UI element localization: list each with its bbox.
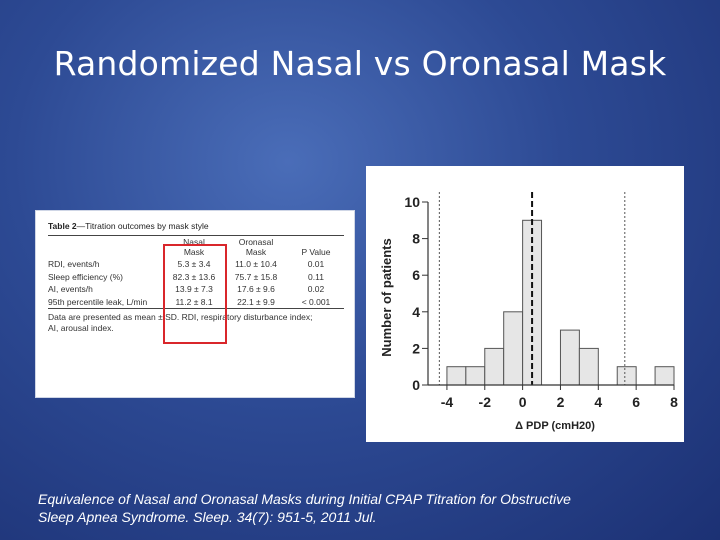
header-oronasal: Oronasal Mask — [238, 237, 274, 257]
oronasal-value: 17.6 ± 9.6 — [237, 284, 275, 294]
citation-line-2: Sleep Apnea Syndrome. Sleep. 34(7): 951-… — [38, 509, 377, 525]
x-tick-label: 2 — [557, 394, 565, 410]
x-tick-label: -4 — [441, 394, 454, 410]
table-row: Sleep efficiency (%) 82.3 ± 13.6 75.7 ± … — [48, 271, 344, 284]
p-value: 0.02 — [307, 284, 325, 294]
histogram-bar — [446, 366, 467, 386]
y-tick-label: 8 — [412, 231, 420, 247]
x-tick-label: 0 — [519, 394, 527, 410]
table-caption-rest: —Titration outcomes by mask style — [76, 221, 209, 231]
table-header-row: Nasal Mask Oronasal Mask P Value — [48, 236, 344, 258]
row-label: Sleep efficiency (%) — [48, 271, 123, 282]
table-row: 95th percentile leak, L/min 11.2 ± 8.1 2… — [48, 296, 344, 309]
outcomes-grid: Nasal Mask Oronasal Mask P Value RDI, even… — [48, 236, 344, 308]
table-bottom-rule — [48, 308, 344, 309]
oronasal-value: 75.7 ± 15.8 — [234, 271, 278, 282]
row-label: AI, events/h — [48, 284, 93, 294]
histogram-card: 0 2 4 6 8 10 -4 -2 0 2 4 6 8 Δ PDP (cmH20) Number of p… — [366, 166, 684, 442]
y-axis-label: Number of patients — [379, 238, 394, 356]
header-nasal: Nasal Mask — [183, 237, 205, 257]
nasal-value: 5.3 ± 3.4 — [177, 259, 211, 269]
table-row: AI, events/h 13.9 ± 7.3 17.6 ± 9.6 0.02 — [48, 283, 344, 296]
histogram-bar — [503, 311, 524, 386]
p-value: < 0.001 — [301, 296, 331, 307]
row-label: 95th percentile leak, L/min — [48, 296, 148, 307]
slide-title: Randomized Nasal vs Oronasal Mask — [53, 44, 667, 83]
y-tick-label: 4 — [412, 304, 420, 320]
x-tick-label: -2 — [479, 394, 492, 410]
x-tick-label: 8 — [670, 394, 678, 410]
nasal-value: 13.9 ± 7.3 — [175, 284, 213, 294]
nasal-value: 82.3 ± 13.6 — [172, 271, 216, 282]
x-tick-label: 4 — [594, 394, 602, 410]
row-label: RDI, events/h — [48, 259, 100, 269]
table-top-rule — [48, 235, 344, 236]
nasal-column-highlight — [163, 244, 227, 344]
table-caption-bold: Table 2 — [48, 221, 77, 231]
header-blank — [48, 236, 164, 258]
outcomes-table: Table 2—Titration outcomes by mask style… — [48, 221, 346, 334]
y-tick-label: 10 — [404, 194, 420, 210]
p-value: 0.11 — [308, 271, 324, 282]
histogram-chart: 0 2 4 6 8 10 -4 -2 0 2 4 6 8 Δ PDP (cmH20) Number of p… — [379, 192, 678, 432]
histogram-bar — [465, 366, 486, 386]
nasal-value: 11.2 ± 8.1 — [175, 296, 213, 307]
y-tick-label: 0 — [412, 377, 420, 393]
y-tick-label: 2 — [412, 340, 420, 356]
p-value: 0.01 — [307, 259, 325, 269]
histogram-bar — [578, 347, 599, 386]
histogram-bar — [654, 366, 675, 386]
histogram-bar — [559, 329, 580, 386]
outcomes-table-card: Table 2—Titration outcomes by mask style… — [36, 211, 354, 397]
oronasal-value: 22.1 ± 9.9 — [237, 296, 275, 307]
table-row: RDI, events/h 5.3 ± 3.4 11.0 ± 10.4 0.01 — [48, 258, 344, 271]
x-tick-label: 6 — [632, 394, 640, 410]
table-caption: Table 2—Titration outcomes by mask style — [48, 221, 346, 231]
histogram-bar — [484, 347, 505, 386]
x-axis-label: Δ PDP (cmH20) — [515, 420, 595, 432]
oronasal-value: 11.0 ± 10.4 — [235, 259, 277, 269]
y-tick-label: 6 — [412, 267, 420, 283]
header-p-value: P Value — [301, 247, 331, 257]
citation-line-1: Equivalence of Nasal and Oronasal Masks … — [38, 491, 571, 507]
citation: Equivalence of Nasal and Oronasal Masks … — [38, 490, 698, 526]
histogram-bar — [616, 366, 637, 386]
table-footnote: Data are presented as mean ± SD. RDI, re… — [48, 312, 313, 333]
